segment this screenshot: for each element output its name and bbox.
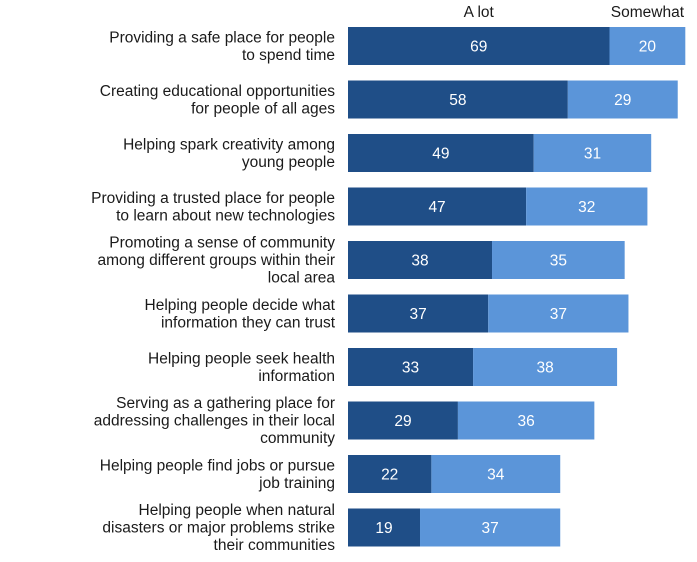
bar-somewhat [431,455,561,493]
bar-area: 69 20 58 29 49 31 47 32 38 35 37 37 33 38 29 36 22 34 19 37 [348,27,686,547]
category-label-line: addressing challenges in their local [94,413,335,430]
category-label-line: among different groups within their [97,252,335,269]
data-label-a-lot: 47 [428,199,445,216]
category-label-line: Creating educational opportunities [100,83,335,100]
category-label-line: disasters or major problems strike [102,520,335,537]
data-label-somewhat: 34 [487,467,505,484]
category-label-line: for people of all ages [191,100,335,117]
category-label-line: local area [268,270,336,287]
bar-somewhat [457,401,595,440]
data-label-a-lot: 49 [432,146,449,163]
legend-somewhat: Somewhat [611,4,685,21]
bar-somewhat [492,241,625,279]
data-label-somewhat: 38 [536,360,553,377]
data-label-a-lot: 69 [470,39,487,56]
bar-somewhat [526,187,648,226]
bar-somewhat [473,348,618,386]
category-label-line: information they can trust [161,314,336,331]
bar-a-lot [348,348,474,386]
category-label-line: Helping people seek health [148,350,335,367]
category-label-line: to spend time [242,47,335,64]
category-label-line: their communities [214,537,336,554]
data-label-a-lot: 58 [449,92,466,109]
data-label-somewhat: 37 [482,520,499,537]
category-label-line: Helping people when natural [139,502,335,519]
category-label-line: information [258,368,335,385]
bar-somewhat [567,80,678,119]
data-label-somewhat: 37 [550,306,567,323]
bar-somewhat [488,294,629,333]
bar-a-lot [348,134,534,172]
data-label-a-lot: 37 [409,306,426,323]
category-label-line: community [260,430,335,447]
category-label-line: young people [242,154,335,171]
bar-a-lot [348,508,421,547]
data-label-a-lot: 29 [394,413,411,430]
category-label-line: Helping people find jobs or pursue [100,457,335,474]
chart-legend: A lot Somewhat [464,4,685,21]
data-label-somewhat: 29 [614,92,631,109]
bar-a-lot [348,27,610,65]
data-label-somewhat: 36 [518,413,535,430]
legend-a-lot: A lot [464,4,495,21]
category-label-line: Promoting a sense of community [109,235,335,252]
category-label-line: job training [258,475,335,492]
bar-a-lot [348,401,458,440]
data-label-a-lot: 33 [402,360,419,377]
bar-a-lot [348,294,489,333]
bar-a-lot [348,455,432,493]
category-label-line: Providing a trusted place for people [91,190,335,207]
data-label-somewhat: 31 [584,146,601,163]
category-label-line: Helping spark creativity among [123,136,335,153]
data-label-a-lot: 19 [375,520,392,537]
bar-a-lot [348,241,493,279]
category-label-line: Helping people decide what [145,297,336,314]
bar-a-lot [348,80,568,119]
bar-somewhat [533,134,652,172]
category-label-line: Serving as a gathering place for [116,395,335,412]
category-label-line: Providing a safe place for people [109,29,335,46]
bar-somewhat [609,27,686,65]
data-label-somewhat: 35 [550,253,567,270]
bar-somewhat [420,508,561,547]
data-label-a-lot: 22 [381,467,398,484]
data-label-somewhat: 20 [639,39,657,56]
bar-a-lot [348,187,527,226]
data-label-a-lot: 38 [411,253,428,270]
category-label-line: to learn about new technologies [116,207,335,224]
data-label-somewhat: 32 [578,199,595,216]
